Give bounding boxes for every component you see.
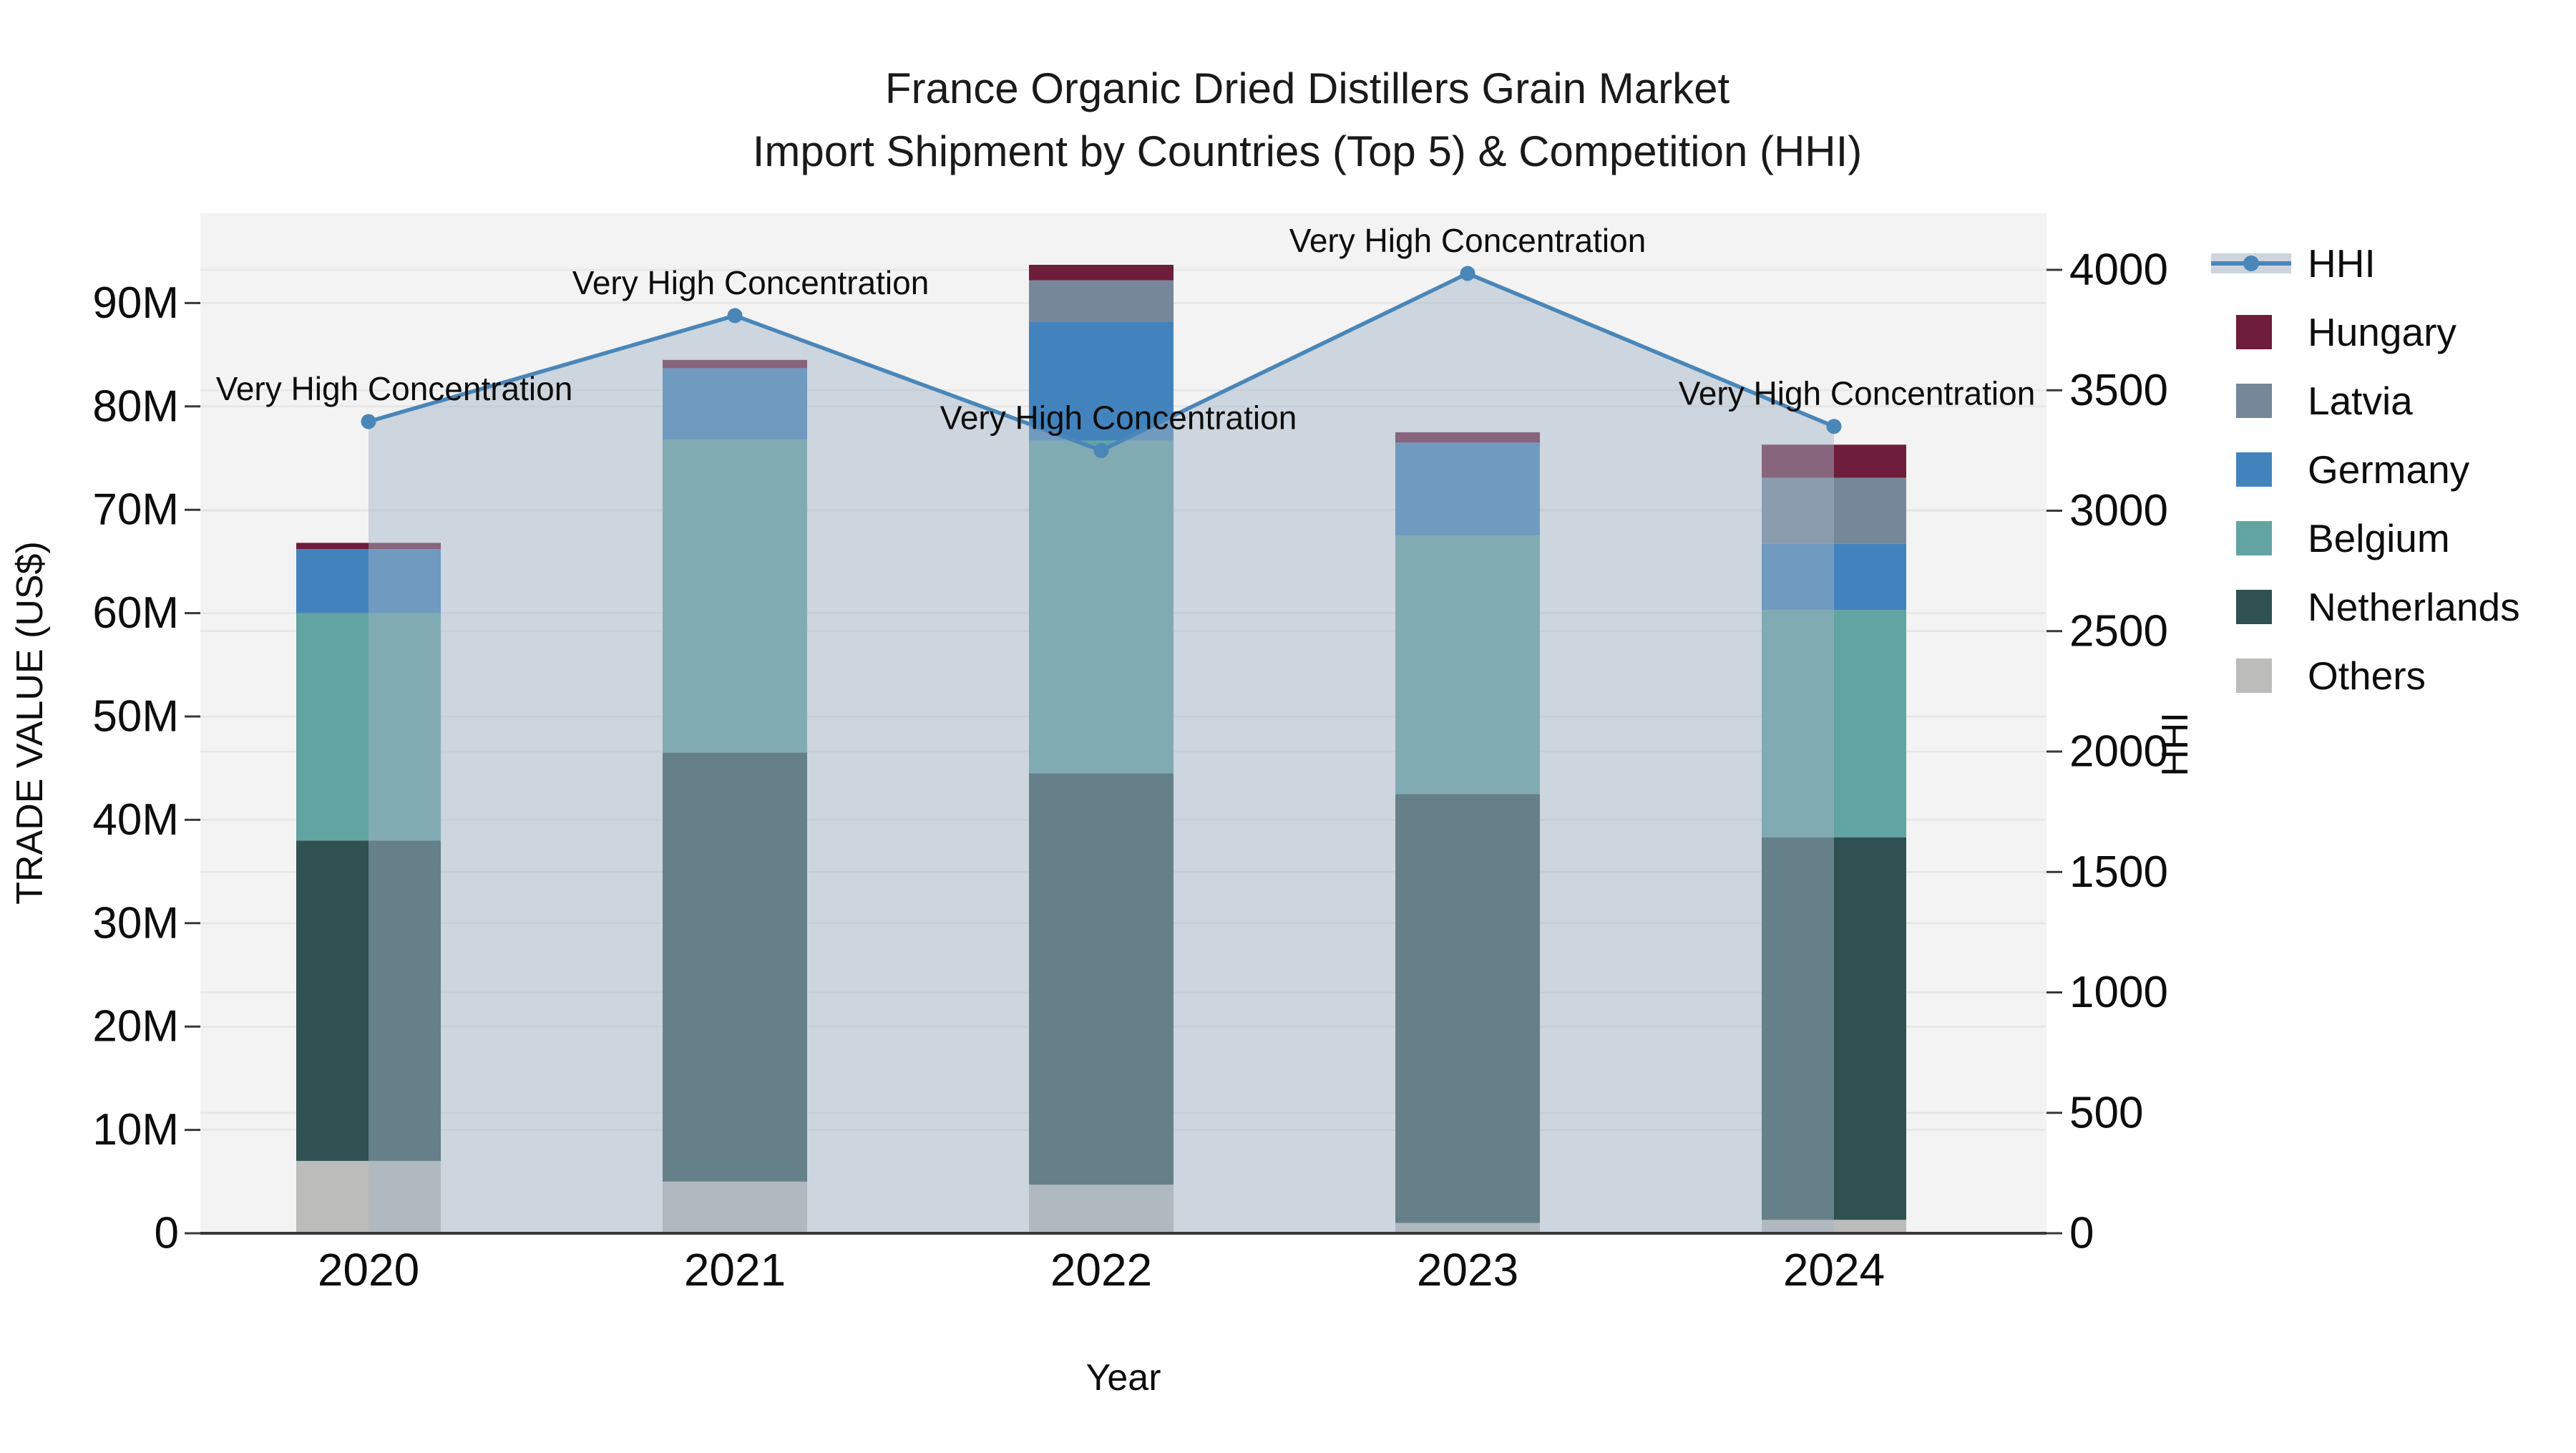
bar-segment-hungary-2022 bbox=[1029, 264, 1174, 281]
hhi-marker-2020 bbox=[361, 414, 376, 429]
annotation-2024: Very High Concentration bbox=[1679, 375, 2036, 412]
bar-segment-germany-2024 bbox=[1762, 543, 1906, 611]
annotation-2021: Very High Concentration bbox=[572, 264, 930, 301]
left-tick-label-50M: 50M bbox=[92, 692, 179, 742]
legend-hhi-marker-sample bbox=[2243, 256, 2259, 271]
bar-segment-germany-2022 bbox=[1029, 321, 1174, 441]
legend-swatch-latvia bbox=[2236, 384, 2272, 418]
x-axis-title: Year bbox=[1085, 1357, 1161, 1399]
legend-swatch-hungary bbox=[2236, 315, 2272, 349]
left-tick-label-0: 0 bbox=[155, 1209, 179, 1258]
left-tick-label-30M: 30M bbox=[92, 898, 179, 948]
right-tick-label-2000: 2000 bbox=[2069, 727, 2168, 777]
left-tick-label-80M: 80M bbox=[92, 382, 179, 431]
legend-swatch-germany bbox=[2236, 452, 2272, 487]
annotation-2022: Very High Concentration bbox=[940, 399, 1297, 436]
x-tick-label-2023: 2023 bbox=[1417, 1244, 1518, 1296]
left-axis-title: TRADE VALUE (US$) bbox=[9, 541, 51, 905]
bar-segment-netherlands-2022 bbox=[1029, 773, 1174, 1185]
bar-segment-belgium-2020 bbox=[296, 613, 441, 841]
x-tick-label-2020: 2020 bbox=[318, 1244, 419, 1296]
legend-label-belgium: Belgium bbox=[2308, 516, 2450, 560]
legend-swatch-belgium bbox=[2236, 521, 2272, 555]
legend-label-hungary: Hungary bbox=[2308, 310, 2457, 354]
bar-segment-belgium-2021 bbox=[663, 439, 807, 753]
right-tick-label-3500: 3500 bbox=[2069, 366, 2168, 415]
bar-segment-latvia-2022 bbox=[1029, 280, 1174, 322]
left-tick-label-40M: 40M bbox=[92, 795, 179, 845]
hhi-area-fill bbox=[369, 273, 1834, 1233]
right-tick-label-1500: 1500 bbox=[2069, 847, 2168, 897]
left-tick-label-10M: 10M bbox=[92, 1105, 179, 1155]
annotation-2020: Very High Concentration bbox=[216, 370, 573, 407]
bar-segment-latvia-2024 bbox=[1762, 477, 1906, 544]
bar-segment-others-2021 bbox=[663, 1181, 807, 1233]
bar-segment-hungary-2024 bbox=[1762, 444, 1906, 478]
bar-segment-hungary-2023 bbox=[1395, 432, 1540, 443]
chart-title-line1: France Organic Dried Distillers Grain Ma… bbox=[884, 64, 1730, 112]
legend-swatch-others bbox=[2236, 659, 2272, 693]
legend-swatch-netherlands bbox=[2236, 590, 2272, 624]
bar-segment-others-2020 bbox=[296, 1160, 441, 1233]
x-tick-label-2021: 2021 bbox=[684, 1244, 786, 1296]
bar-segment-belgium-2022 bbox=[1029, 440, 1174, 774]
bar-segment-hungary-2021 bbox=[663, 359, 807, 369]
right-tick-label-0: 0 bbox=[2069, 1209, 2094, 1258]
bar-segment-belgium-2023 bbox=[1395, 535, 1540, 794]
legend-label-germany: Germany bbox=[2308, 447, 2470, 492]
bar-segment-germany-2021 bbox=[663, 368, 807, 440]
right-tick-label-2500: 2500 bbox=[2069, 606, 2168, 656]
bar-segment-netherlands-2021 bbox=[663, 752, 807, 1182]
bar-segment-germany-2023 bbox=[1395, 442, 1540, 536]
right-tick-label-500: 500 bbox=[2069, 1088, 2143, 1137]
bar-segment-belgium-2024 bbox=[1762, 610, 1906, 837]
right-axis-title: HHI bbox=[2155, 712, 2196, 777]
bar-segment-others-2023 bbox=[1395, 1223, 1540, 1233]
bar-segment-hungary-2020 bbox=[296, 543, 441, 550]
left-tick-label-60M: 60M bbox=[92, 588, 179, 638]
chart-title: France Organic Dried Distillers Grain Ma… bbox=[39, 0, 2576, 175]
legend-label-netherlands: Netherlands bbox=[2308, 585, 2520, 629]
right-tick-label-4000: 4000 bbox=[2069, 246, 2168, 295]
bar-segment-netherlands-2020 bbox=[296, 840, 441, 1161]
hhi-marker-2021 bbox=[727, 308, 743, 324]
x-tick-label-2024: 2024 bbox=[1783, 1244, 1885, 1296]
legend-label-latvia: Latvia bbox=[2308, 379, 2413, 423]
legend-label-hhi: HHI bbox=[2308, 241, 2376, 286]
bar-segment-netherlands-2024 bbox=[1762, 837, 1906, 1220]
left-tick-label-90M: 90M bbox=[92, 278, 179, 328]
bar-segment-netherlands-2023 bbox=[1395, 794, 1540, 1223]
bar-segment-germany-2020 bbox=[296, 549, 441, 613]
left-tick-label-70M: 70M bbox=[92, 485, 179, 535]
right-tick-label-1000: 1000 bbox=[2069, 968, 2168, 1017]
hhi-marker-2023 bbox=[1460, 266, 1475, 281]
right-tick-label-3000: 3000 bbox=[2069, 486, 2168, 535]
bar-segment-others-2022 bbox=[1029, 1185, 1174, 1233]
chart-title-line2: Import Shipment by Countries (Top 5) & C… bbox=[752, 127, 1863, 175]
legend-label-others: Others bbox=[2308, 653, 2426, 698]
bar-segment-others-2024 bbox=[1762, 1220, 1906, 1233]
hhi-marker-2022 bbox=[1093, 442, 1109, 458]
hhi-marker-2024 bbox=[1826, 419, 1842, 434]
annotation-2023: Very High Concentration bbox=[1289, 222, 1646, 259]
left-tick-label-20M: 20M bbox=[92, 1002, 179, 1051]
x-tick-label-2022: 2022 bbox=[1050, 1244, 1152, 1296]
